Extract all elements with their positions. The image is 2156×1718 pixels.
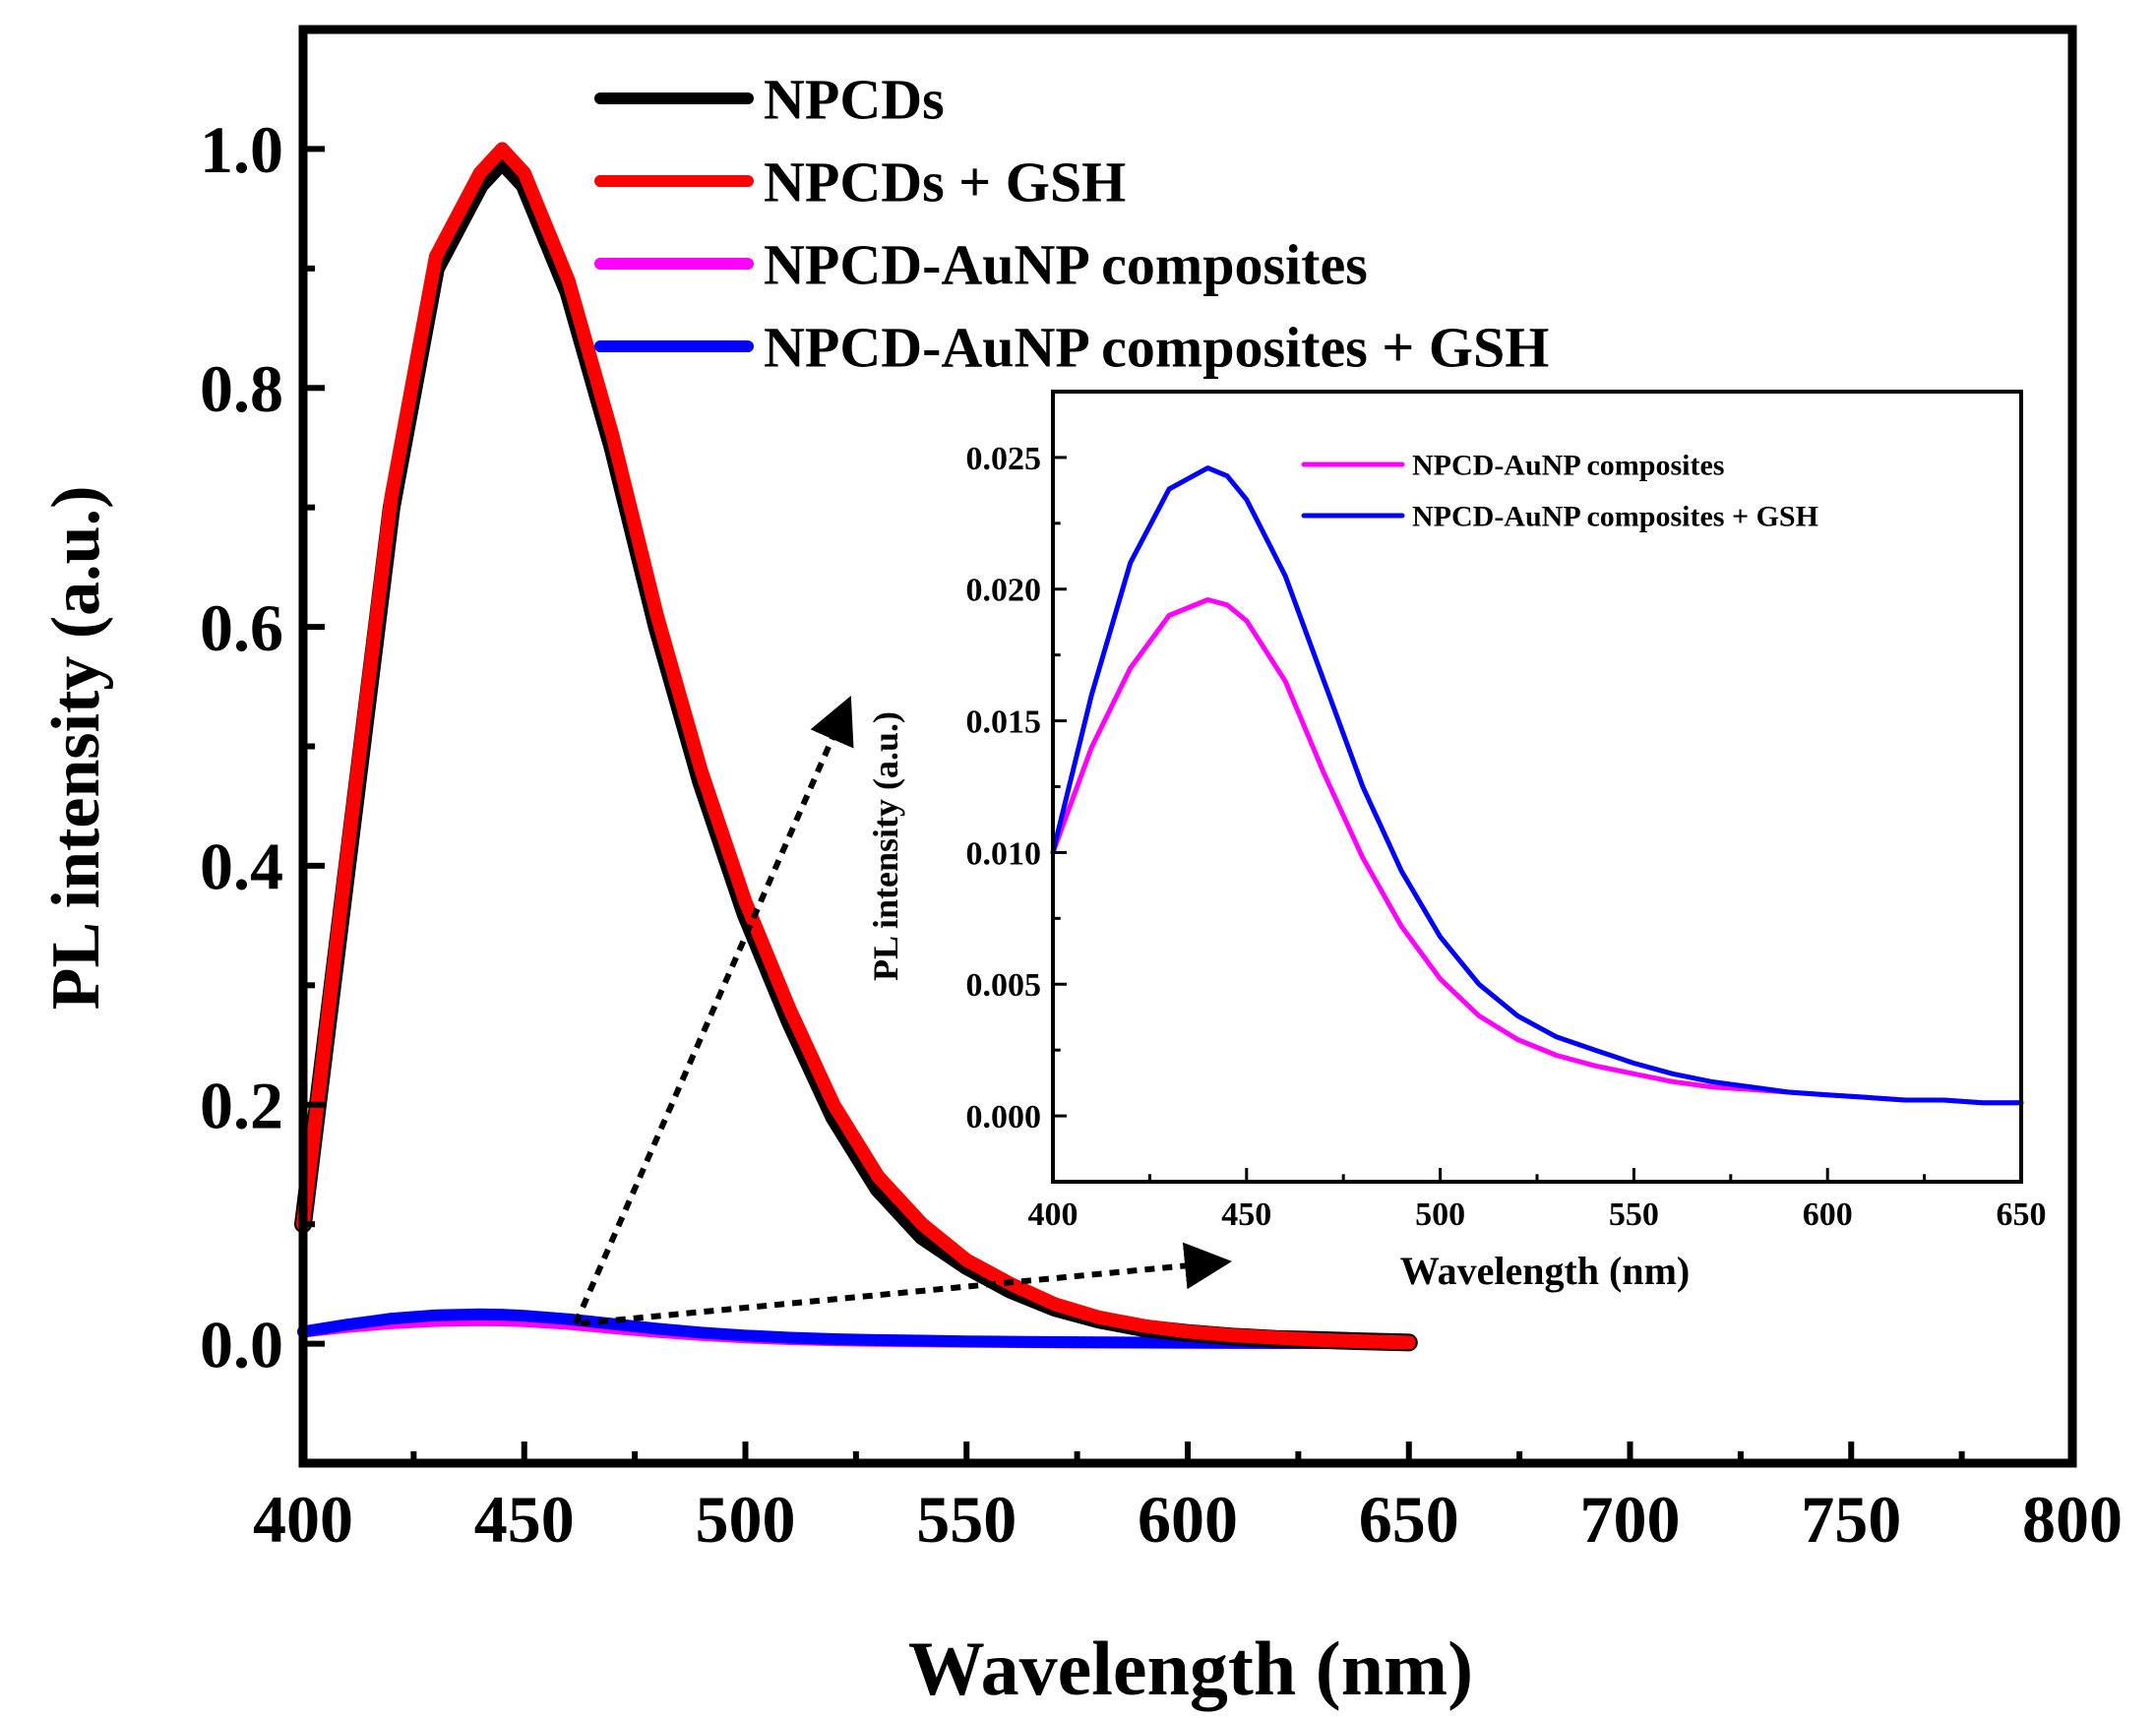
inset-legend-label: NPCD-AuNP composites [1412,450,1724,482]
inset-y-tick-label: 0.015 [966,704,1042,740]
main-x-tick-label: 650 [1359,1482,1459,1557]
inset-x-tick-label: 650 [1997,1196,2047,1233]
main-x-axis-title: Wavelength (nm) [908,1626,1473,1711]
inset-y-tick-label: 0.025 [966,441,1042,477]
zoom-arrows [573,696,1232,1326]
main-y-tick-label: 0.2 [200,1069,283,1143]
inset-legend-label: NPCD-AuNP composites + GSH [1412,501,1818,533]
main-chart: 400 450 500 550 600 650 700 750 800 0.0 0.2 0.4 0.6… [38,25,2123,1711]
inset-x-axis-title: Wavelength (nm) [1400,1249,1690,1293]
main-legend-label: NPCD-AuNP composites [764,232,1368,296]
main-x-tick-label: 600 [1138,1482,1238,1557]
inset-x-tick-label: 550 [1609,1196,1659,1233]
inset-y-axis: 0.000 0.005 0.010 0.015 0.020 0.025 [966,441,1067,1135]
main-x-tick-label: 800 [2022,1482,2123,1557]
inset-x-tick-label: 500 [1415,1196,1465,1233]
main-legend-label: NPCDs [764,67,945,131]
inset-x-axis: 400 450 500 550 600 650 [1028,1168,2047,1233]
zoom-arrow-right [580,1242,1232,1326]
main-legend: NPCDs NPCDs + GSH NPCD-AuNP composites NPCD… [594,67,1549,379]
main-x-tick-label: 700 [1580,1482,1681,1557]
main-y-axis-title: PL intensity (a.u.) [38,486,114,1011]
zoom-arrow-up [573,696,854,1325]
inset-y-tick-label: 0.000 [966,1099,1042,1135]
inset-x-tick-label: 400 [1028,1196,1078,1233]
main-series-group [294,142,1418,1352]
inset-x-tick-label: 600 [1803,1196,1853,1233]
inset-x-tick-label: 450 [1221,1196,1271,1233]
inset-series-group [1050,465,2024,1106]
inset-legend: NPCD-AuNP composites NPCD-AuNP composites… [1301,450,1818,533]
main-y-tick-label: 0.0 [200,1307,283,1381]
main-x-tick-label: 500 [696,1482,796,1557]
main-x-tick-label: 400 [253,1482,353,1557]
main-series-line-1 [296,142,1416,1350]
main-legend-label: NPCDs + GSH [764,150,1126,214]
inset-chart: 400 450 500 550 600 650 0.0000.0050.0100.0150… [866,390,2047,1293]
main-x-tick-label: 550 [916,1482,1016,1557]
inset-y-axis-title: PL intensity (a.u.) [866,711,905,981]
main-x-axis: 400 450 500 550 600 650 700 750 800 [253,1442,2123,1557]
main-legend-label: NPCD-AuNP composites + GSH [764,315,1549,379]
main-y-tick-label: 0.4 [200,829,283,904]
main-y-axis: 0.0 0.2 0.4 0.6 0.8 1.0 [200,112,325,1381]
main-y-tick-label: 0.6 [200,590,283,665]
main-y-tick-label: 0.8 [200,351,283,426]
main-y-tick-label: 1.0 [200,112,283,187]
inset-series-line-1 [1050,465,2024,1106]
inset-y-tick-label: 0.010 [966,835,1042,872]
inset-y-tick-label: 0.020 [966,573,1042,609]
inset-y-tick-label: 0.005 [966,967,1042,1004]
main-x-tick-label: 450 [474,1482,575,1557]
main-x-tick-label: 750 [1801,1482,1901,1557]
